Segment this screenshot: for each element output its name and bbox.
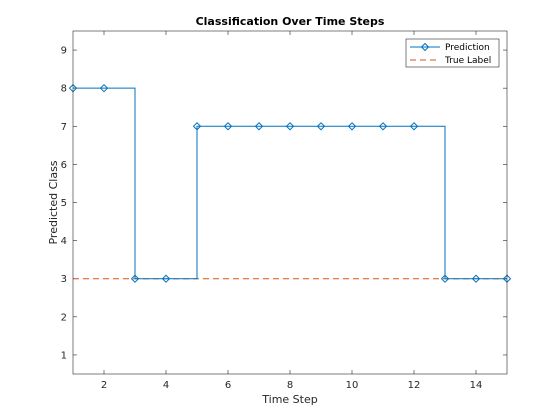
legend-box — [405, 38, 500, 68]
y-tick-label: 4 — [61, 236, 67, 247]
y-tick-label: 3 — [61, 274, 67, 285]
prediction-marker — [471, 274, 481, 283]
prediction-marker — [409, 122, 419, 131]
prediction-marker — [285, 122, 295, 131]
x-tick-label: 2 — [101, 380, 107, 391]
prediction-stairs-line — [73, 87, 507, 280]
x-axis-label: Time Step — [261, 393, 317, 406]
prediction-marker — [192, 122, 202, 131]
x-tick-label: 4 — [163, 380, 169, 391]
chart-title: Classification Over Time Steps — [196, 15, 385, 28]
x-tick-label: 6 — [225, 380, 231, 391]
x-tick-label: 12 — [408, 380, 421, 391]
prediction-marker — [161, 274, 171, 283]
legend-marker-prediction — [420, 42, 430, 52]
prediction-marker — [130, 274, 140, 283]
x-tick-label: 14 — [470, 380, 483, 391]
y-tick-label: 9 — [61, 46, 67, 57]
legend-label-true-label: True Label — [444, 56, 491, 66]
prediction-marker — [347, 122, 357, 131]
legend: Prediction True Label — [405, 38, 500, 68]
y-tick-label: 7 — [61, 122, 67, 133]
y-tick-label: 1 — [61, 350, 67, 361]
x-tick-label: 10 — [346, 380, 359, 391]
prediction-marker — [223, 122, 233, 131]
y-tick-label: 5 — [61, 198, 67, 209]
axes-box — [72, 30, 508, 375]
legend-label-prediction: Prediction — [445, 43, 490, 53]
axes-background — [73, 31, 507, 374]
prediction-marker — [254, 122, 264, 131]
y-axis-label: Predicted Class — [47, 160, 60, 244]
y-tick-label: 2 — [61, 312, 67, 323]
prediction-marker — [99, 83, 109, 93]
prediction-marker — [316, 122, 326, 131]
prediction-marker — [378, 122, 388, 131]
prediction-marker — [440, 274, 450, 283]
x-tick-label: 8 — [287, 380, 293, 391]
y-tick-label: 6 — [61, 160, 67, 171]
y-tick-label: 8 — [61, 84, 67, 95]
